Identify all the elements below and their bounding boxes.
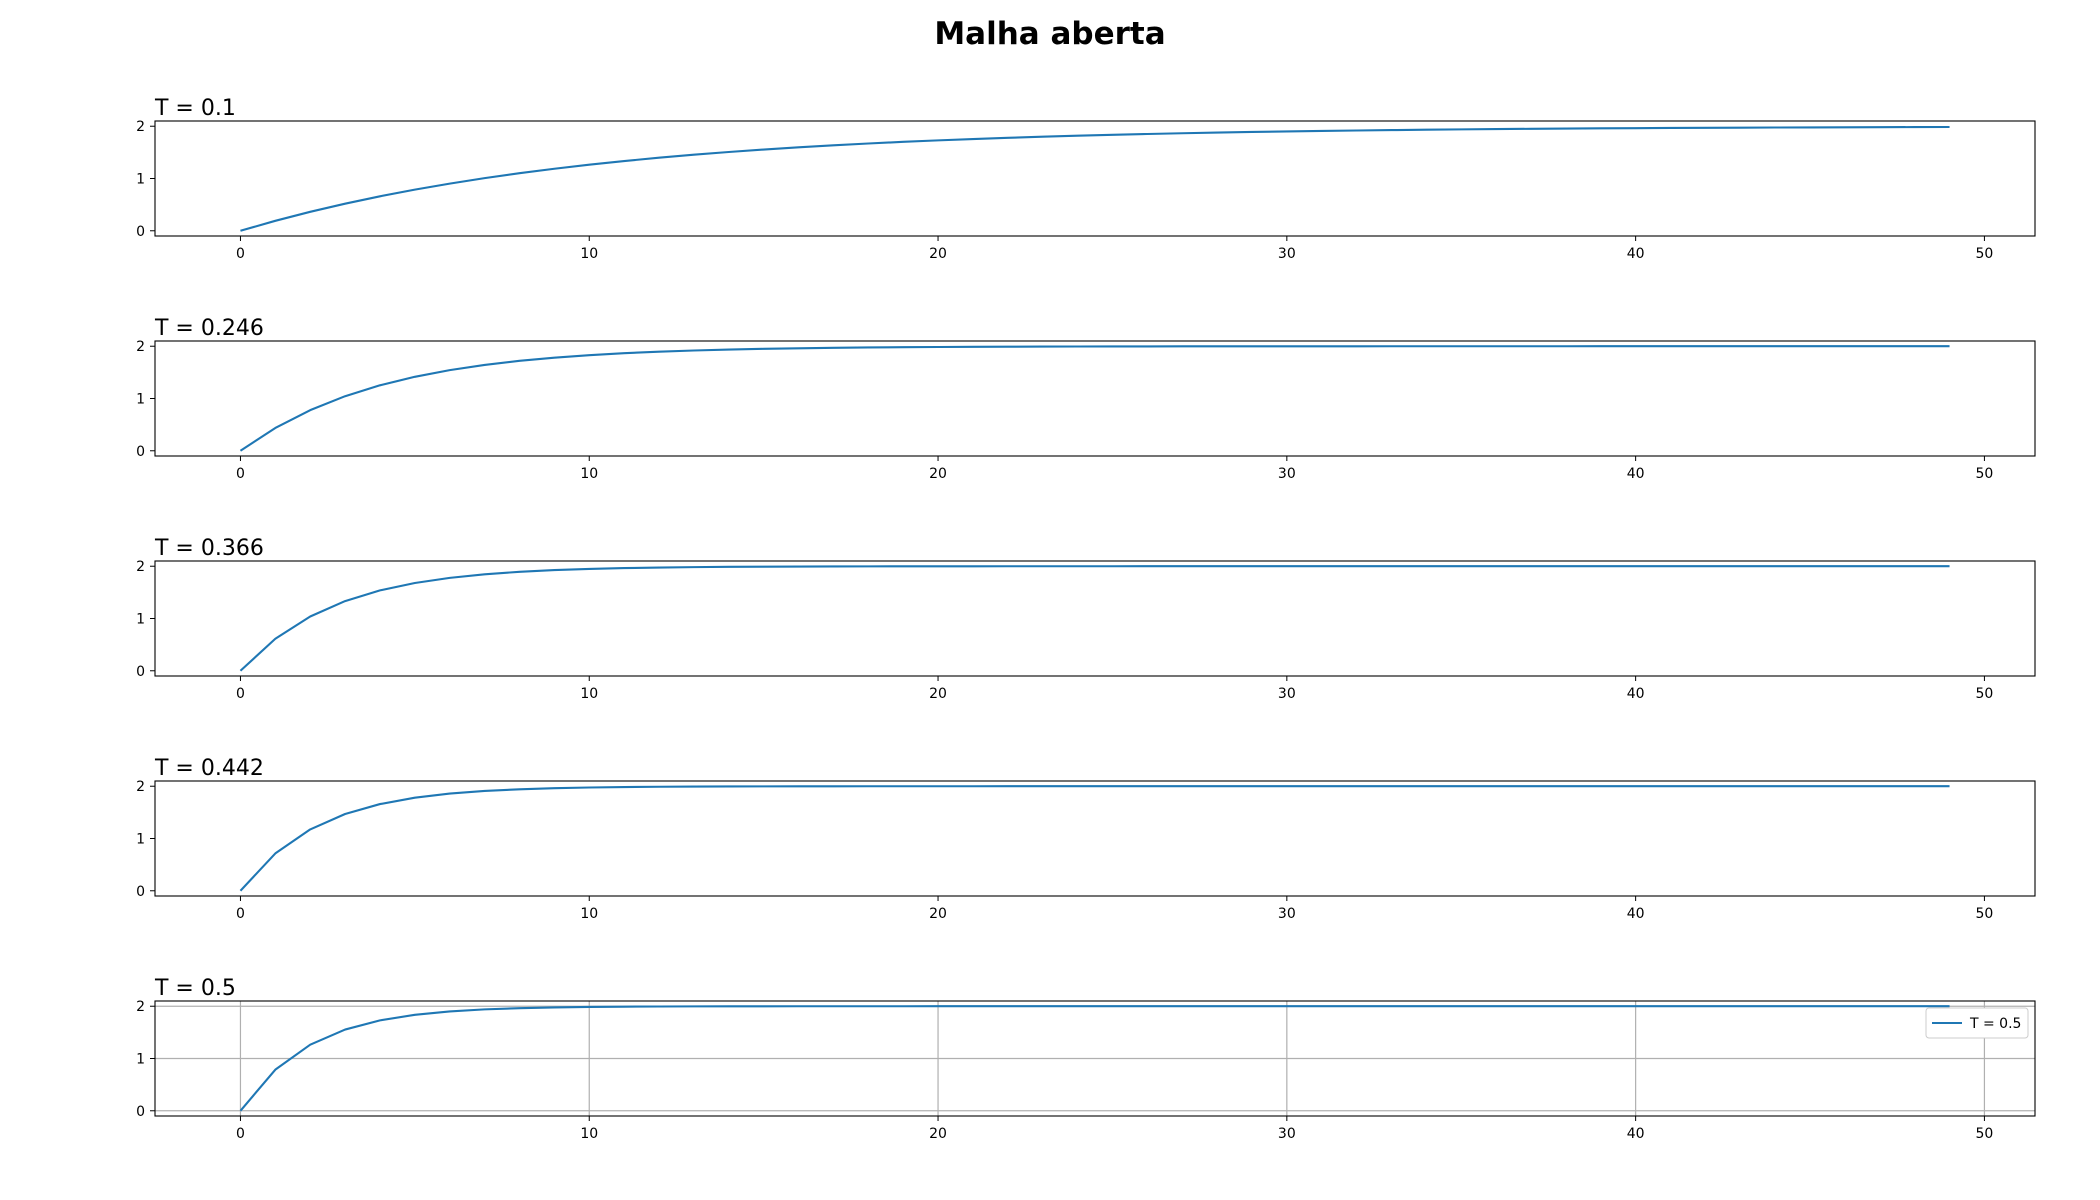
x-tick-label: 40 xyxy=(1627,1126,1645,1142)
x-tick-label: 50 xyxy=(1976,466,1994,482)
axes-frame xyxy=(154,560,2036,677)
x-tick-label: 0 xyxy=(236,686,245,702)
y-tick-label: 2 xyxy=(136,559,145,575)
x-tick-label: 10 xyxy=(580,1126,598,1142)
subplot-4: 0 10 20 30 40 50 0 1 2 T = 0.442 xyxy=(136,756,2036,922)
x-tick-label: 0 xyxy=(236,466,245,482)
x-tick-label: 10 xyxy=(580,906,598,922)
subplot-title: T = 0.5 xyxy=(154,976,236,1001)
y-tick-label: 0 xyxy=(136,1104,145,1120)
subplot-title: T = 0.1 xyxy=(154,96,236,121)
y-tick-label: 2 xyxy=(136,339,145,355)
x-tick-label: 50 xyxy=(1976,1126,1994,1142)
legend-box xyxy=(1925,1007,2029,1039)
axes-frame xyxy=(154,340,2036,457)
x-tick-label: 30 xyxy=(1278,1126,1296,1142)
figure-title: Malha aberta xyxy=(934,16,1166,52)
x-tick-label: 20 xyxy=(929,1126,947,1142)
y-tick-label: 0 xyxy=(136,664,145,680)
x-tick-label: 20 xyxy=(929,906,947,922)
y-tick-label: 2 xyxy=(136,779,145,795)
series-line xyxy=(240,125,1950,232)
subplot-title: T = 0.366 xyxy=(154,536,264,561)
x-tick-label: 10 xyxy=(580,466,598,482)
series-line xyxy=(239,785,1950,892)
series-line xyxy=(239,1005,1950,1112)
subplot-5: 0 10 20 30 40 50 0 1 2 T = 0.5 T = 0.5 xyxy=(136,976,2036,1142)
series-line xyxy=(239,345,1950,452)
x-tick-label: 30 xyxy=(1278,906,1296,922)
y-tick-label: 0 xyxy=(136,444,145,460)
x-tick-label: 0 xyxy=(236,906,245,922)
y-tick-label: 1 xyxy=(136,392,145,408)
subplot-title: T = 0.246 xyxy=(154,316,264,341)
x-tick-label: 40 xyxy=(1627,686,1645,702)
y-tick-label: 1 xyxy=(136,612,145,628)
x-tick-label: 0 xyxy=(236,1126,245,1142)
subplot-title: T = 0.442 xyxy=(154,756,264,781)
y-tick-label: 0 xyxy=(136,884,145,900)
x-tick-label: 30 xyxy=(1278,686,1296,702)
axes-frame xyxy=(154,780,2036,897)
x-tick-label: 30 xyxy=(1278,466,1296,482)
series-line xyxy=(239,565,1950,672)
x-tick-label: 20 xyxy=(929,686,947,702)
y-tick-label: 1 xyxy=(136,172,145,188)
x-tick-label: 50 xyxy=(1976,246,1994,262)
x-tick-label: 0 xyxy=(236,246,245,262)
subplot-3: 0 10 20 30 40 50 0 1 2 T = 0.366 xyxy=(136,536,2036,702)
legend-label: T = 0.5 xyxy=(1969,1016,2021,1032)
x-tick-label: 30 xyxy=(1278,246,1296,262)
x-tick-label: 10 xyxy=(580,686,598,702)
x-tick-label: 40 xyxy=(1627,906,1645,922)
subplot-1: 0 10 20 30 40 50 0 1 2 T = 0.1 xyxy=(136,96,2036,262)
x-tick-label: 50 xyxy=(1976,686,1994,702)
x-tick-label: 40 xyxy=(1627,246,1645,262)
x-tick-label: 20 xyxy=(929,466,947,482)
x-tick-label: 50 xyxy=(1976,906,1994,922)
subplot-2: 0 10 20 30 40 50 0 1 2 T = 0.246 xyxy=(136,316,2036,482)
y-tick-label: 2 xyxy=(136,119,145,135)
x-tick-label: 10 xyxy=(580,246,598,262)
axes-frame xyxy=(154,120,2036,237)
y-tick-label: 1 xyxy=(136,832,145,848)
y-tick-label: 0 xyxy=(136,224,145,240)
x-tick-label: 20 xyxy=(929,246,947,262)
y-tick-label: 2 xyxy=(136,999,145,1015)
x-tick-label: 40 xyxy=(1627,466,1645,482)
y-tick-label: 1 xyxy=(136,1052,145,1068)
